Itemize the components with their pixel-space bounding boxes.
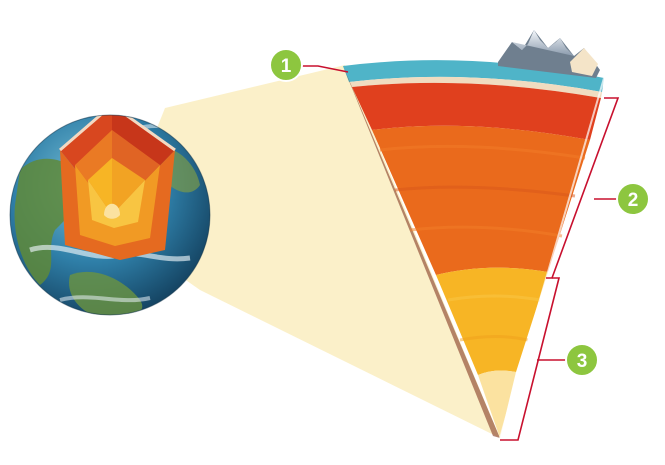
earth-cross-section bbox=[343, 30, 605, 439]
callout-2-label: 2 bbox=[628, 190, 639, 211]
callout-1-label: 1 bbox=[281, 56, 292, 77]
projection-beam bbox=[128, 65, 500, 438]
callout-3-label: 3 bbox=[577, 351, 588, 372]
globe-inner-core bbox=[104, 203, 120, 219]
wedge-left-face bbox=[343, 66, 500, 438]
callout-3: 3 bbox=[565, 343, 599, 377]
layer-outer-core bbox=[436, 267, 548, 375]
globe bbox=[9, 114, 211, 316]
leader-lines bbox=[296, 65, 620, 441]
layer-lower-mantle bbox=[372, 125, 590, 275]
callout-2: 2 bbox=[616, 182, 650, 216]
bracket-3 bbox=[500, 277, 561, 441]
mountain-range bbox=[498, 30, 600, 78]
leader-line-1 bbox=[296, 65, 349, 73]
callout-1: 1 bbox=[269, 48, 303, 82]
layer-inner-core bbox=[478, 370, 516, 438]
layer-upper-mantle bbox=[352, 82, 601, 140]
bracket-2 bbox=[546, 97, 620, 279]
